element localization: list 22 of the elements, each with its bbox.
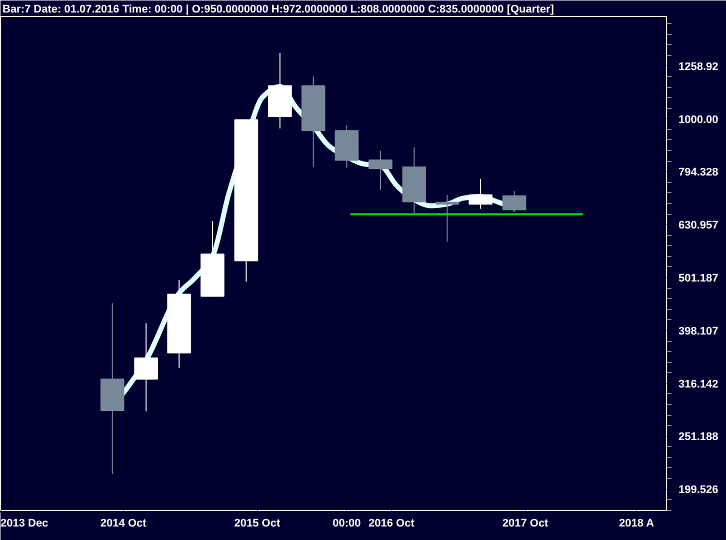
candlestick [502,190,526,212]
candlestick [368,150,392,190]
x-tick-label: 2017 Oct [502,518,549,530]
x-tick-label: 2015 Oct [234,518,280,530]
x-tick-label: 2013 Dec [0,518,48,530]
y-tick-label: 199.526 [678,484,718,496]
y-tick-label: 1000.00 [678,114,718,126]
x-tick-label: 00:00 [332,518,361,530]
y-tick-label: 251.188 [678,431,718,444]
x-tick-label: 2014 Oct [100,518,147,530]
chart-title: Bar:7 Date: 01.07.2016 Time: 00:00 | O:950.0000000 H:972.0000000 L:808.0000000 C:835.0000000 [Quarter] [2,4,554,16]
y-tick-label: 630.957 [678,220,718,232]
candlestick [435,194,460,242]
x-tick-label: 2018 A [619,518,654,530]
y-tick-label: 501.187 [678,272,718,285]
x-tick-label: 2016 Oct [368,518,415,530]
candlestick [134,322,158,412]
candlestick [468,178,492,210]
y-tick-label: 794.328 [678,166,718,179]
y-tick-label: 1258.92 [678,60,718,73]
y-tick-label: 398.107 [678,325,718,338]
y-tick-label: 316.142 [678,378,718,390]
